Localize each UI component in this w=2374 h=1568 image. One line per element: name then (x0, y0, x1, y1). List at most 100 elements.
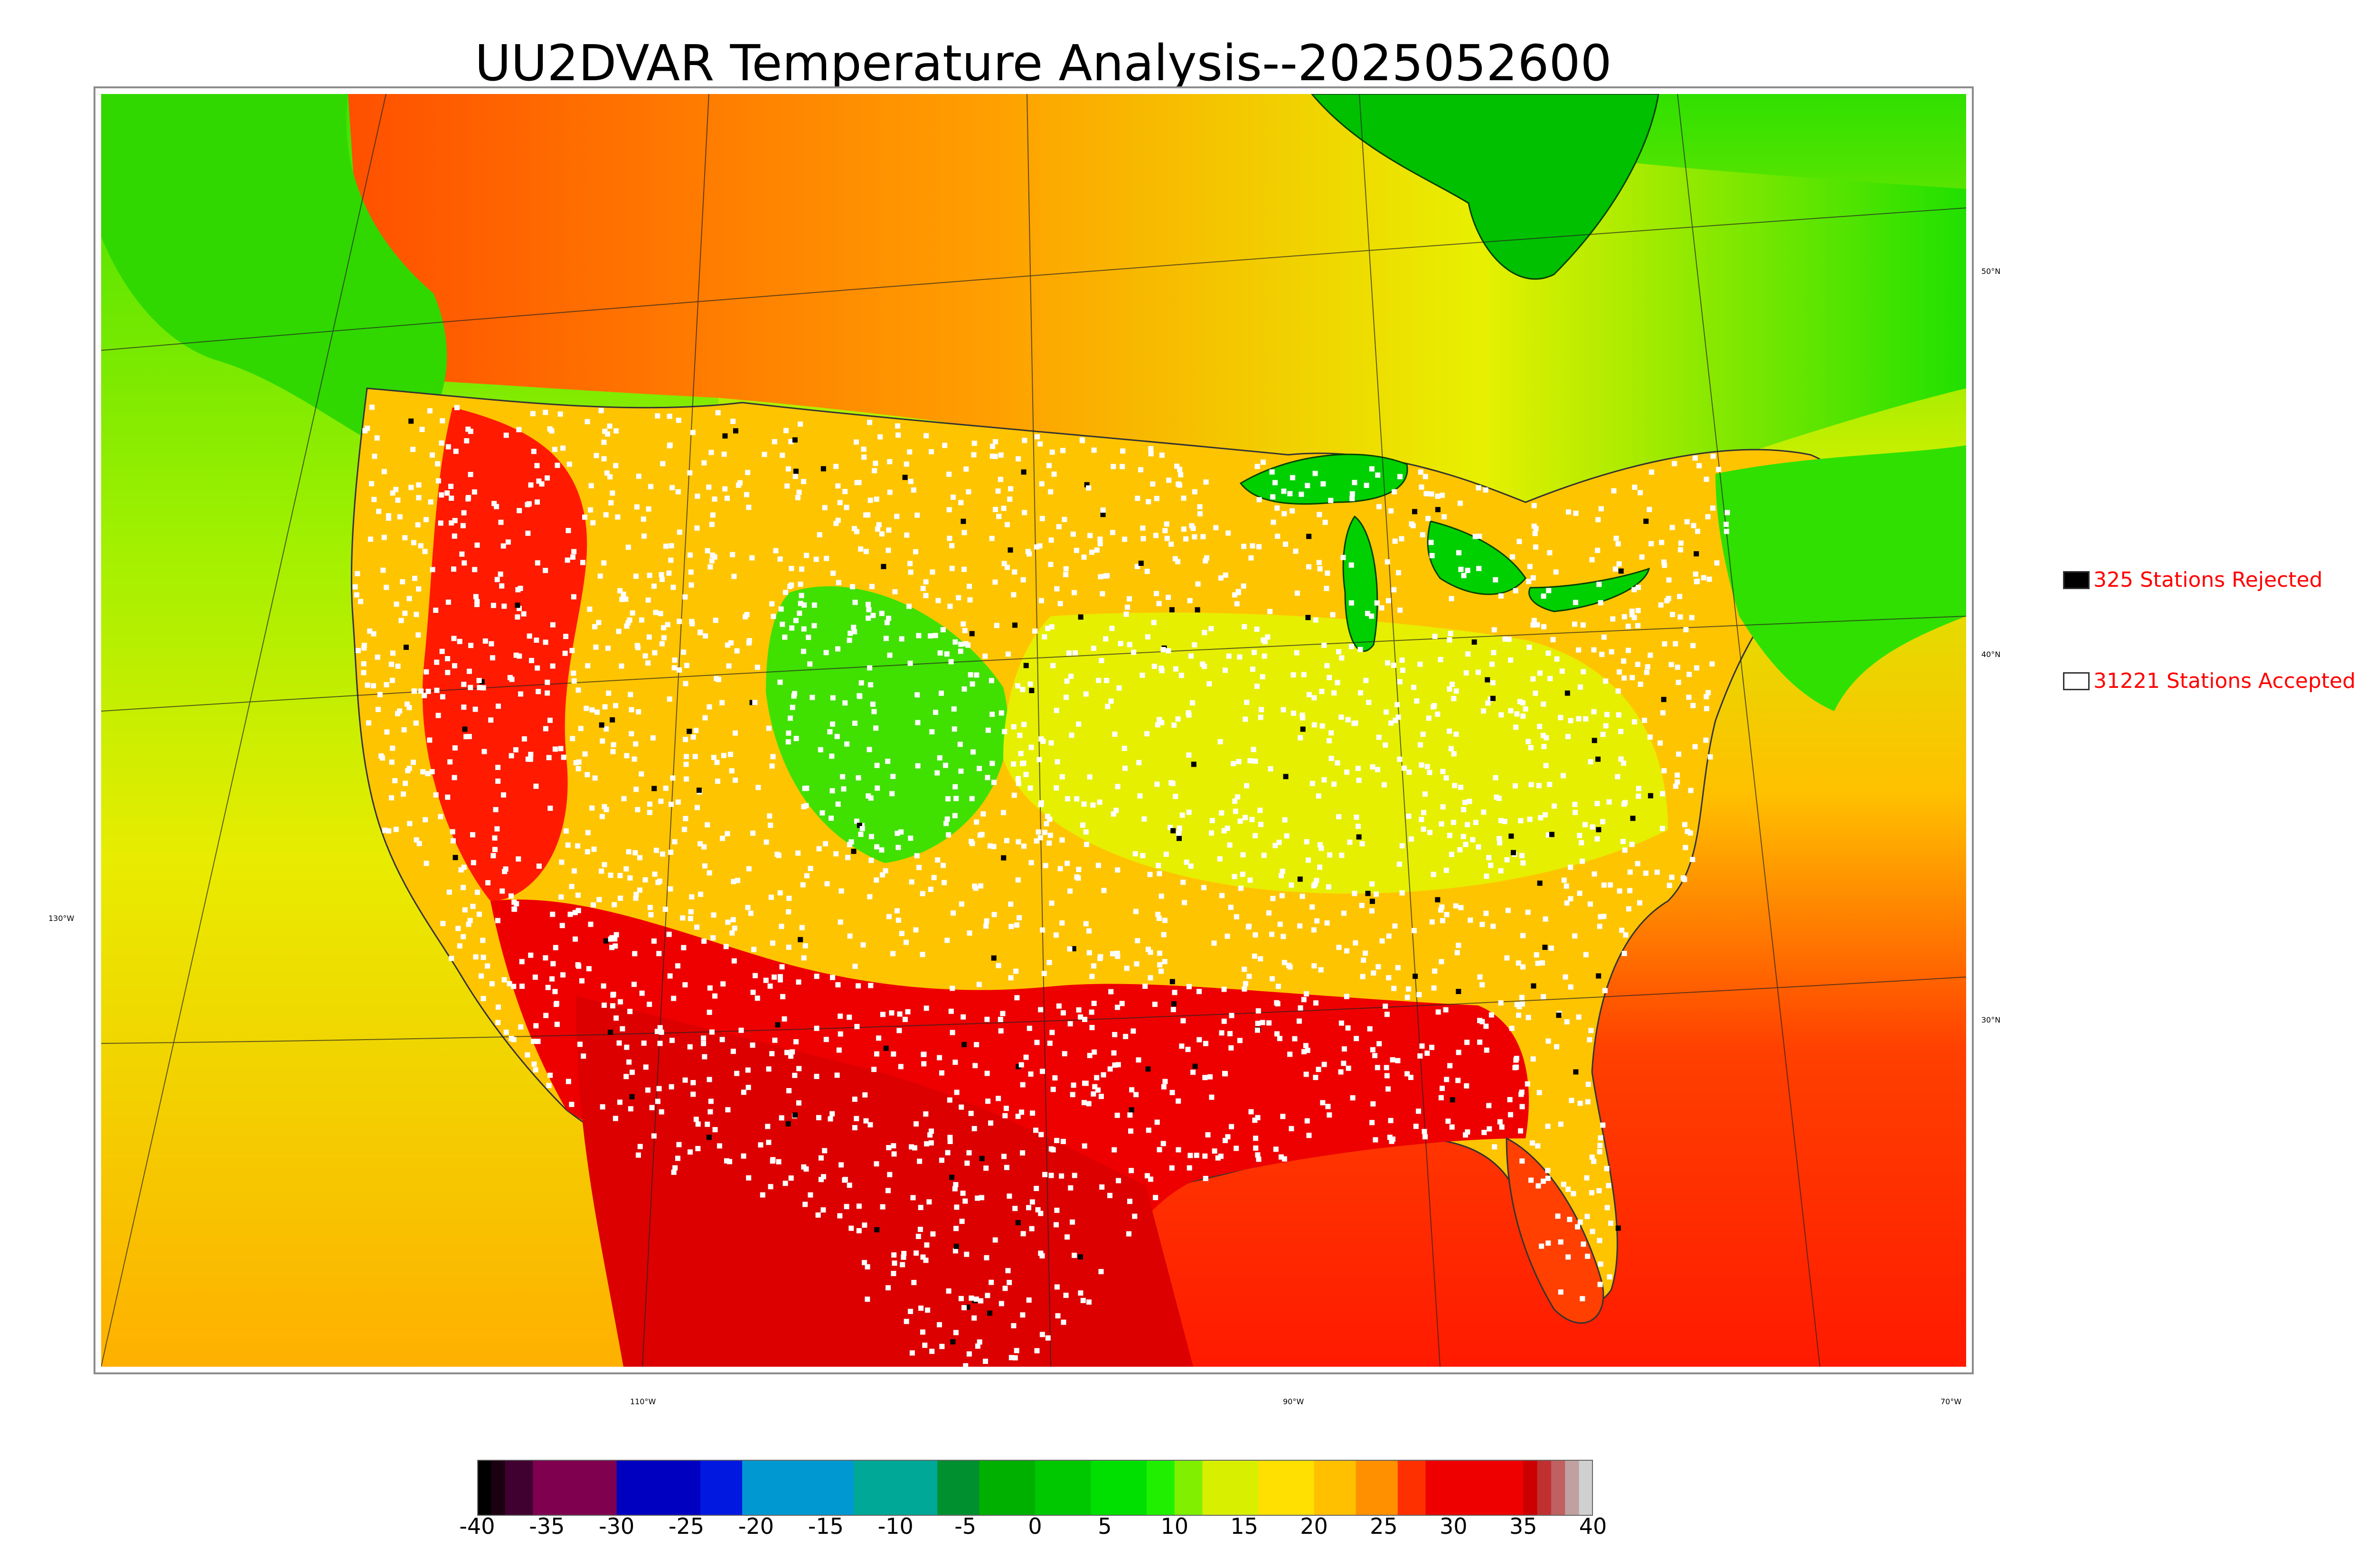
station-accepted (1181, 526, 1187, 532)
station-accepted (1538, 815, 1544, 821)
station-accepted (646, 634, 652, 640)
station-accepted (1176, 830, 1182, 836)
station-accepted (1038, 1007, 1044, 1013)
station-accepted (947, 1139, 953, 1144)
station-accepted (870, 612, 876, 618)
station-accepted (1035, 434, 1040, 440)
station-accepted (921, 1052, 926, 1057)
station-accepted (708, 450, 714, 455)
station-accepted (1074, 796, 1080, 802)
station-accepted (1627, 888, 1633, 893)
station-accepted (949, 543, 955, 549)
station-accepted (1054, 1138, 1060, 1143)
station-accepted (1011, 761, 1017, 767)
station-accepted (1676, 751, 1681, 757)
station-accepted (406, 704, 412, 710)
station-accepted (613, 428, 619, 434)
station-accepted (862, 1260, 867, 1266)
station-accepted (1576, 1014, 1582, 1020)
station-accepted (966, 489, 971, 495)
station-accepted (1292, 1036, 1298, 1042)
station-accepted (467, 918, 473, 923)
station-accepted (746, 1175, 752, 1181)
station-accepted (1183, 536, 1189, 542)
station-accepted (1424, 1051, 1430, 1056)
station-accepted (1218, 1154, 1224, 1159)
colorbar-segment (742, 1460, 854, 1516)
station-accepted (952, 1060, 958, 1065)
station-accepted (915, 763, 921, 769)
station-accepted (610, 749, 616, 754)
station-accepted (766, 1066, 772, 1072)
station-accepted (617, 873, 623, 878)
station-accepted (891, 1151, 897, 1157)
station-accepted (1385, 559, 1390, 565)
station-accepted (697, 630, 703, 636)
station-accepted (1221, 1018, 1227, 1024)
station-accepted (563, 634, 569, 639)
station-accepted (719, 1037, 725, 1042)
station-accepted (630, 1070, 635, 1075)
station-accepted (1338, 1020, 1344, 1026)
station-accepted (427, 737, 433, 743)
station-accepted (982, 653, 988, 659)
station-accepted (1314, 918, 1319, 924)
station-accepted (1383, 1004, 1388, 1009)
station-accepted (776, 1159, 782, 1164)
station-accepted (1164, 521, 1169, 527)
station-accepted (1296, 1018, 1302, 1024)
station-accepted (534, 463, 540, 469)
station-accepted (1266, 1020, 1272, 1026)
station-accepted (1019, 1109, 1024, 1115)
station-accepted (536, 689, 541, 695)
station-accepted (780, 621, 785, 627)
station-accepted (352, 584, 358, 590)
station-accepted (1530, 676, 1536, 682)
station-accepted (1065, 861, 1070, 866)
station-accepted (1558, 1289, 1564, 1295)
station-accepted (1324, 920, 1330, 926)
station-accepted (416, 841, 422, 846)
station-accepted (1121, 745, 1127, 751)
station-accepted (1247, 877, 1253, 883)
station-accepted (1038, 598, 1044, 603)
station-accepted (490, 602, 496, 608)
station-accepted (1177, 826, 1182, 831)
station-accepted (1615, 774, 1620, 779)
station-accepted (602, 862, 607, 867)
station-accepted (1387, 1135, 1393, 1140)
station-accepted (998, 477, 1003, 482)
station-accepted (1420, 532, 1425, 537)
station-accepted (1089, 549, 1094, 555)
station-accepted (582, 751, 588, 757)
station-accepted (651, 938, 657, 944)
station-accepted (474, 601, 480, 607)
station-accepted (1284, 833, 1290, 839)
station-accepted (1497, 1119, 1503, 1125)
station-accepted (937, 755, 942, 761)
station-accepted (449, 496, 454, 501)
station-accepted (1091, 963, 1097, 969)
station-accepted (724, 1158, 729, 1164)
station-accepted (1388, 508, 1394, 514)
station-accepted (451, 636, 457, 641)
station-accepted (1385, 1086, 1391, 1092)
station-accepted (1568, 718, 1573, 723)
station-accepted (876, 1035, 882, 1041)
station-accepted (602, 1003, 607, 1008)
station-accepted (601, 560, 607, 566)
station-accepted (1629, 612, 1635, 618)
station-accepted (566, 461, 572, 467)
station-accepted (707, 870, 712, 876)
station-accepted (1122, 536, 1128, 542)
station-accepted (1490, 923, 1496, 929)
station-accepted (1089, 1025, 1095, 1030)
lat-label-50n: 50°N (1981, 267, 2001, 276)
colorbar-tick-label: 10 (1160, 1513, 1189, 1539)
station-accepted (1164, 535, 1170, 541)
station-accepted (1159, 893, 1164, 899)
station-accepted (916, 633, 922, 638)
temperature-map[interactable]: 50°N 40°N 30°N (94, 86, 2000, 1374)
station-accepted (928, 886, 933, 892)
station-accepted (902, 1016, 908, 1022)
